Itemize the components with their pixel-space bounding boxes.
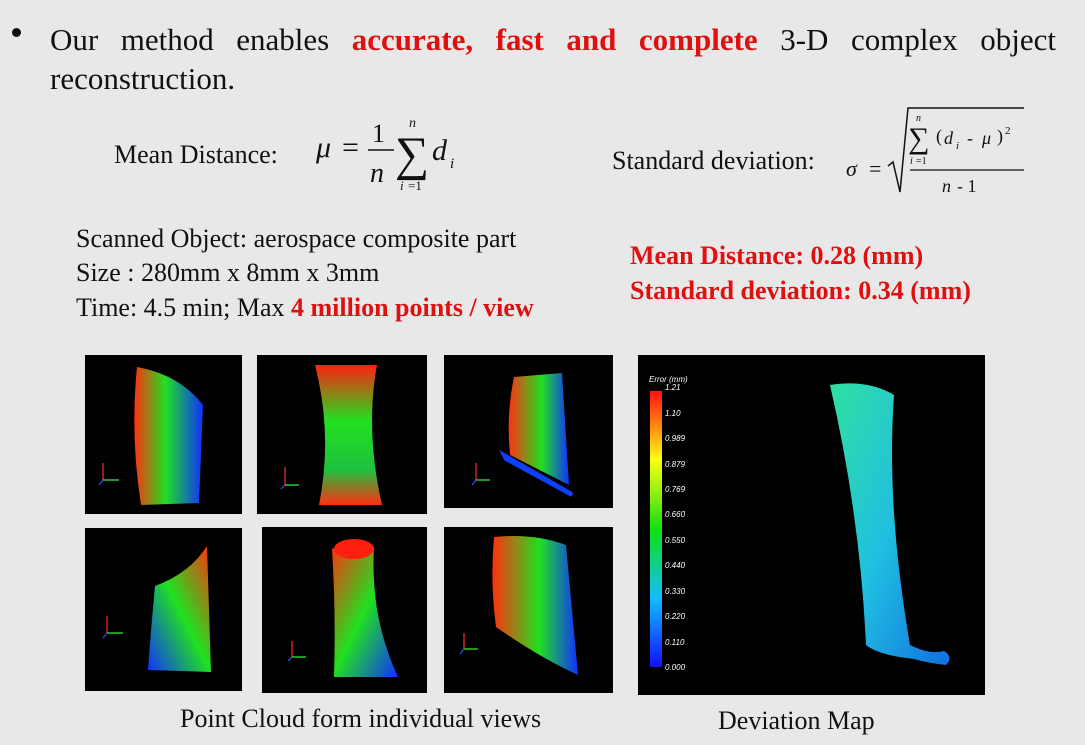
svg-text:i: i <box>956 140 959 152</box>
point-cloud-view-3 <box>444 355 613 508</box>
legend-tick: 0.440 <box>665 561 686 570</box>
point-cloud-view-2 <box>257 355 427 514</box>
legend-tick: 0.220 <box>665 612 686 621</box>
svg-text:=: = <box>342 131 359 164</box>
legend-tick: 1.21 <box>665 383 681 392</box>
legend-tick: 0.550 <box>665 536 686 545</box>
svg-text:=: = <box>869 156 881 181</box>
point-cloud-view-5 <box>262 527 427 693</box>
legend-tick: 0.879 <box>665 460 686 469</box>
point-cloud-view-6 <box>444 527 613 693</box>
svg-text:): ) <box>997 126 1003 147</box>
legend-title: Error (mm) <box>649 375 688 384</box>
scanned-object-text: Scanned Object: aerospace composite part <box>76 224 517 253</box>
mean-distance-formula: μ = 1 n n ∑ i =1 d i <box>315 116 454 193</box>
svg-text:2: 2 <box>1005 125 1011 137</box>
svg-text:∑: ∑ <box>908 122 929 155</box>
legend-tick: 0.000 <box>665 663 686 672</box>
intro-bullet: Our method enables accurate, fast and co… <box>50 20 1056 98</box>
size-text: Size : 280mm x 8mm x 3mm <box>76 258 380 287</box>
svg-text:1: 1 <box>372 119 385 148</box>
time-text: Time: 4.5 min; Max 4 million points / vi… <box>76 290 534 325</box>
svg-text:i: i <box>450 156 454 172</box>
deviation-map-panel: Error (mm) 1.21 1.10 0.989 0.879 0.769 0… <box>638 355 985 695</box>
svg-text:n: n <box>942 176 951 196</box>
legend-tick: 0.660 <box>665 510 686 519</box>
svg-text:n: n <box>916 113 921 124</box>
svg-text:∑: ∑ <box>395 128 429 181</box>
svg-text:d: d <box>944 128 954 148</box>
point-cloud-view-1 <box>85 355 242 514</box>
legend-tick: 0.330 <box>665 587 686 596</box>
std-deviation-result: Standard deviation: 0.34 (mm) <box>630 276 971 305</box>
svg-text:i: i <box>400 178 404 193</box>
svg-text:=1: =1 <box>916 156 927 167</box>
svg-text:i: i <box>910 156 913 167</box>
svg-text:n: n <box>370 158 384 189</box>
svg-text:=1: =1 <box>408 178 422 193</box>
svg-text:σ: σ <box>846 156 858 181</box>
svg-text:n: n <box>409 116 416 131</box>
legend-tick: 0.110 <box>665 638 685 647</box>
bullet-highlight: accurate, fast and complete <box>351 22 758 57</box>
mean-distance-label: Mean Distance: <box>114 140 278 169</box>
legend-tick: 0.769 <box>665 485 686 494</box>
svg-text:d: d <box>432 134 448 167</box>
bullet-point <box>12 28 21 37</box>
std-deviation-label: Standard deviation: <box>612 146 815 175</box>
svg-text:μ: μ <box>315 131 331 164</box>
bullet-suffix: 3-D complex object reconstruction. <box>50 22 1057 96</box>
legend-tick: 0.989 <box>665 434 686 443</box>
svg-text:(: ( <box>936 126 942 147</box>
point-cloud-view-4 <box>85 528 242 691</box>
time-highlight: 4 million points / view <box>291 293 534 322</box>
deviation-map-caption: Deviation Map <box>718 706 875 735</box>
time-prefix: Time: 4.5 min; Max <box>76 293 292 322</box>
mean-distance-result: Mean Distance: 0.28 (mm) <box>630 241 924 270</box>
point-cloud-caption: Point Cloud form individual views <box>180 704 542 733</box>
svg-text:μ: μ <box>981 128 991 148</box>
legend-tick: 1.10 <box>665 409 681 418</box>
svg-text:-: - <box>967 128 973 148</box>
std-deviation-formula: σ = n ∑ i =1 ( d i - μ ) 2 n - 1 <box>846 107 1024 196</box>
svg-text:- 1: - 1 <box>957 176 977 196</box>
bullet-prefix: Our method enables <box>50 22 352 57</box>
